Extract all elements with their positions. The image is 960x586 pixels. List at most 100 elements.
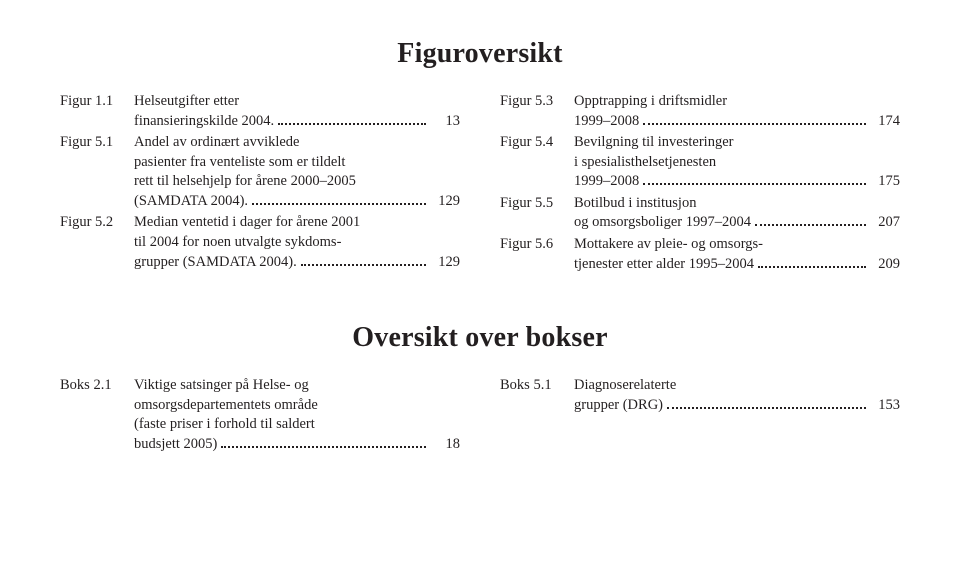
entry-line: finansieringskilde 2004. 13 [134, 112, 460, 132]
figuroversikt-right-col: Figur 5.3Opptrapping i driftsmidler1999–… [500, 92, 900, 276]
entry-line: Helseutgifter etter [134, 92, 460, 112]
bokser-right-col: Boks 5.1Diagnoserelatertegrupper (DRG) 15… [500, 376, 900, 456]
entry-line: rett til helsehjelp for årene 2000–2005 [134, 172, 460, 192]
leader-dots [278, 112, 426, 124]
entry-line: til 2004 for noen utvalgte sykdoms- [134, 233, 460, 253]
entry-description: Opptrapping i driftsmidler1999–2008 174 [574, 92, 900, 131]
entry-line: Diagnoserelaterte [574, 376, 900, 396]
entry-label: Boks 5.1 [500, 376, 574, 396]
section-title-figuroversikt: Figuroversikt [60, 38, 900, 70]
entry-line: i spesialisthelsetjenesten [574, 153, 900, 173]
entry-text: Helseutgifter etter [134, 92, 239, 112]
entry-description: Diagnoserelatertegrupper (DRG) 153 [574, 376, 900, 415]
figuroversikt-left-col: Figur 1.1Helseutgifter etterfinansiering… [60, 92, 460, 276]
entry-line: pasienter fra venteliste som er tildelt [134, 153, 460, 173]
entry-text: 1999–2008 [574, 112, 639, 132]
entry-text: 1999–2008 [574, 172, 639, 192]
leader-dots [643, 112, 866, 124]
figuroversikt-columns: Figur 1.1Helseutgifter etterfinansiering… [60, 92, 900, 276]
entry-text: Mottakere av pleie- og omsorgs- [574, 235, 763, 255]
toc-entry: Figur 1.1Helseutgifter etterfinansiering… [60, 92, 460, 131]
leader-dots [643, 173, 866, 185]
entry-label: Figur 5.1 [60, 133, 134, 153]
entry-page-number: 153 [870, 396, 900, 416]
leader-dots [252, 193, 426, 205]
toc-entry: Figur 5.5Botilbud i institusjonog omsorg… [500, 194, 900, 233]
entry-text: Botilbud i institusjon [574, 194, 696, 214]
entry-text: og omsorgsboliger 1997–2004 [574, 213, 751, 233]
entry-line: tjenester etter alder 1995–2004 209 [574, 255, 900, 275]
entry-line: Botilbud i institusjon [574, 194, 900, 214]
entry-line: (SAMDATA 2004). 129 [134, 192, 460, 212]
entry-label: Figur 5.3 [500, 92, 574, 112]
entry-text: omsorgsdepartementets område [134, 396, 318, 416]
entry-text: (faste priser i forhold til saldert [134, 415, 315, 435]
entry-text: Diagnoserelaterte [574, 376, 676, 396]
entry-line: Opptrapping i driftsmidler [574, 92, 900, 112]
entry-line: 1999–2008 174 [574, 112, 900, 132]
section-title-bokser: Oversikt over bokser [60, 322, 900, 354]
toc-entry: Boks 2.1Viktige satsinger på Helse- ogom… [60, 376, 460, 454]
entry-description: Median ventetid i dager for årene 2001ti… [134, 213, 460, 272]
toc-entry: Figur 5.3Opptrapping i driftsmidler1999–… [500, 92, 900, 131]
entry-description: Mottakere av pleie- og omsorgs-tjenester… [574, 235, 900, 274]
entry-text: til 2004 for noen utvalgte sykdoms- [134, 233, 341, 253]
entry-text: grupper (DRG) [574, 396, 663, 416]
entry-text: grupper (SAMDATA 2004). [134, 253, 297, 273]
entry-line: (faste priser i forhold til saldert [134, 415, 460, 435]
entry-page-number: 209 [870, 255, 900, 275]
entry-page-number: 129 [430, 253, 460, 273]
entry-page-number: 18 [430, 435, 460, 455]
entry-line: omsorgsdepartementets område [134, 396, 460, 416]
entry-line: og omsorgsboliger 1997–2004 207 [574, 213, 900, 233]
entry-label: Boks 2.1 [60, 376, 134, 396]
leader-dots [667, 396, 866, 408]
entry-line: grupper (DRG) 153 [574, 396, 900, 416]
entry-label: Figur 1.1 [60, 92, 134, 112]
entry-description: Andel av ordinært avvikledepasienter fra… [134, 133, 460, 211]
entry-text: Bevilgning til investeringer [574, 133, 733, 153]
entry-text: (SAMDATA 2004). [134, 192, 248, 212]
toc-entry: Boks 5.1Diagnoserelatertegrupper (DRG) 15… [500, 376, 900, 415]
entry-description: Botilbud i institusjonog omsorgsboliger … [574, 194, 900, 233]
entry-text: Viktige satsinger på Helse- og [134, 376, 309, 396]
entry-label: Figur 5.5 [500, 194, 574, 214]
entry-text: Opptrapping i driftsmidler [574, 92, 727, 112]
leader-dots [221, 436, 426, 448]
entry-label: Figur 5.6 [500, 235, 574, 255]
entry-line: 1999–2008 175 [574, 172, 900, 192]
toc-entry: Figur 5.4Bevilgning til investeringeri s… [500, 133, 900, 192]
entry-line: Bevilgning til investeringer [574, 133, 900, 153]
bokser-columns: Boks 2.1Viktige satsinger på Helse- ogom… [60, 376, 900, 456]
entry-text: finansieringskilde 2004. [134, 112, 274, 132]
entry-line: grupper (SAMDATA 2004). 129 [134, 253, 460, 273]
entry-text: Median ventetid i dager for årene 2001 [134, 213, 360, 233]
entry-text: Andel av ordinært avviklede [134, 133, 300, 153]
entry-line: Andel av ordinært avviklede [134, 133, 460, 153]
entry-line: Mottakere av pleie- og omsorgs- [574, 235, 900, 255]
entry-text: pasienter fra venteliste som er tildelt [134, 153, 345, 173]
entry-label: Figur 5.4 [500, 133, 574, 153]
entry-line: Viktige satsinger på Helse- og [134, 376, 460, 396]
entry-line: Median ventetid i dager for årene 2001 [134, 213, 460, 233]
entry-label: Figur 5.2 [60, 213, 134, 233]
entry-page-number: 129 [430, 192, 460, 212]
entry-text: budsjett 2005) [134, 435, 217, 455]
entry-text: tjenester etter alder 1995–2004 [574, 255, 754, 275]
entry-page-number: 175 [870, 172, 900, 192]
entry-line: budsjett 2005) 18 [134, 435, 460, 455]
toc-entry: Figur 5.1Andel av ordinært avvikledepasi… [60, 133, 460, 211]
leader-dots [758, 255, 866, 267]
entry-page-number: 174 [870, 112, 900, 132]
entry-description: Bevilgning til investeringeri spesialist… [574, 133, 900, 192]
entry-page-number: 207 [870, 213, 900, 233]
entry-page-number: 13 [430, 112, 460, 132]
entry-description: Helseutgifter etterfinansieringskilde 20… [134, 92, 460, 131]
entry-text: i spesialisthelsetjenesten [574, 153, 716, 173]
toc-entry: Figur 5.6Mottakere av pleie- og omsorgs-… [500, 235, 900, 274]
entry-description: Viktige satsinger på Helse- ogomsorgsdep… [134, 376, 460, 454]
bokser-left-col: Boks 2.1Viktige satsinger på Helse- ogom… [60, 376, 460, 456]
leader-dots [755, 214, 866, 226]
toc-entry: Figur 5.2Median ventetid i dager for åre… [60, 213, 460, 272]
leader-dots [301, 253, 426, 265]
